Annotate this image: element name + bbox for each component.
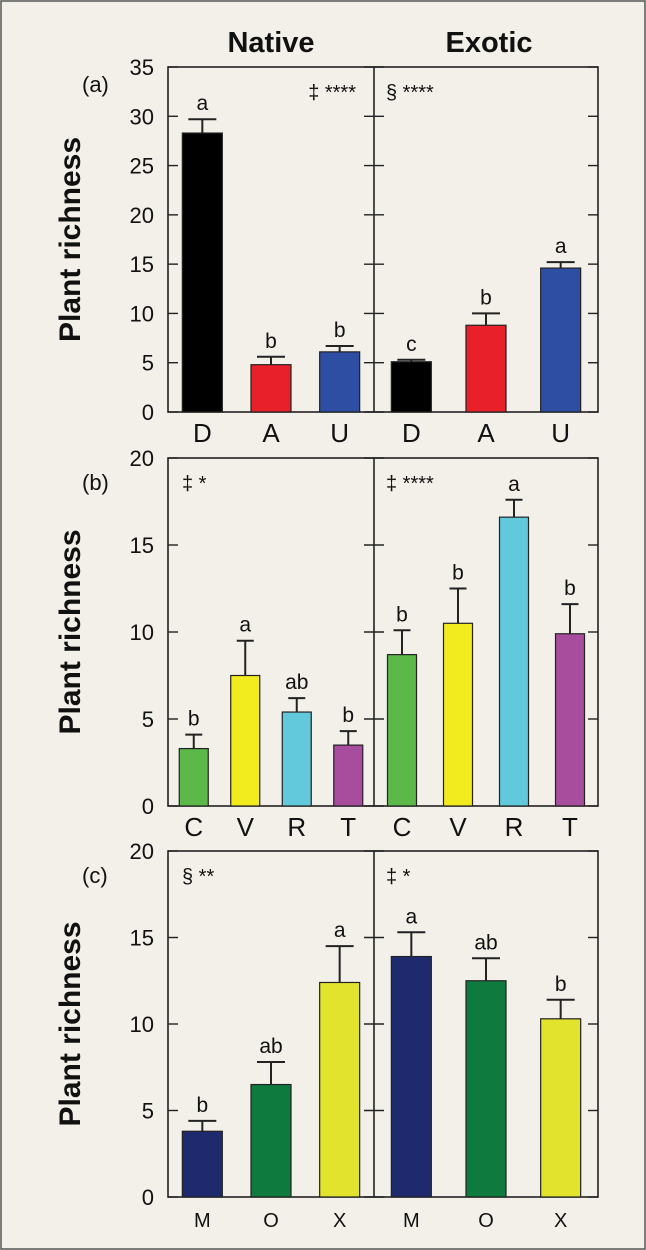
panel-label: (c) bbox=[82, 863, 108, 888]
significance-annotation: ‡ * bbox=[182, 473, 207, 495]
x-tick-label: T bbox=[562, 812, 578, 842]
significance-letter: ab bbox=[474, 931, 497, 954]
y-axis-label: Plant richness bbox=[54, 137, 87, 342]
x-tick-label: R bbox=[287, 812, 306, 842]
y-tick-label: 10 bbox=[130, 1012, 154, 1037]
x-tick-label: A bbox=[262, 418, 280, 448]
bar bbox=[281, 711, 312, 807]
x-tick-label: O bbox=[478, 1210, 494, 1232]
significance-letter: a bbox=[555, 235, 567, 258]
significance-letter: b bbox=[452, 562, 464, 585]
bar bbox=[181, 132, 223, 413]
bar bbox=[442, 622, 474, 807]
y-tick-label: 25 bbox=[130, 154, 154, 179]
bar bbox=[181, 1130, 223, 1198]
x-tick-label: D bbox=[402, 418, 421, 448]
bar bbox=[319, 981, 361, 1198]
significance-letter: ab bbox=[285, 671, 308, 694]
y-tick-label: 15 bbox=[130, 533, 154, 558]
bar bbox=[319, 351, 361, 413]
y-tick-label: 10 bbox=[130, 620, 154, 645]
bar bbox=[540, 1018, 582, 1198]
significance-letter: a bbox=[334, 919, 346, 942]
y-tick-label: 15 bbox=[130, 252, 154, 277]
bar bbox=[498, 516, 530, 807]
y-axis-label: Plant richness bbox=[54, 921, 87, 1126]
x-tick-label: U bbox=[551, 418, 570, 448]
y-tick-label: 20 bbox=[130, 839, 154, 864]
significance-letter: a bbox=[405, 905, 417, 928]
bar bbox=[250, 1083, 292, 1198]
header-exotic: Exotic bbox=[445, 27, 532, 59]
x-tick-label: C bbox=[184, 812, 203, 842]
bar bbox=[178, 747, 209, 807]
significance-letter: a bbox=[196, 92, 208, 115]
significance-annotation: § ** bbox=[182, 866, 214, 888]
significance-annotation: ‡ **** bbox=[308, 82, 356, 104]
significance-letter: b bbox=[196, 1094, 208, 1117]
y-axis-label: Plant richness bbox=[54, 529, 87, 734]
bar bbox=[540, 267, 582, 413]
x-tick-label: O bbox=[263, 1210, 279, 1232]
significance-letter: b bbox=[265, 330, 277, 353]
bar bbox=[554, 633, 586, 807]
significance-letter: ab bbox=[259, 1035, 282, 1058]
x-tick-label: T bbox=[340, 812, 356, 842]
y-tick-label: 0 bbox=[142, 1185, 154, 1210]
y-tick-label: 5 bbox=[142, 707, 154, 732]
panel-label: (b) bbox=[82, 470, 109, 495]
y-tick-label: 10 bbox=[130, 301, 154, 326]
bar bbox=[230, 674, 261, 807]
significance-letter: a bbox=[239, 614, 251, 637]
bar bbox=[465, 980, 507, 1198]
y-tick-label: 35 bbox=[130, 55, 154, 80]
x-tick-label: C bbox=[393, 812, 412, 842]
significance-letter: b bbox=[564, 577, 576, 600]
y-tick-label: 5 bbox=[142, 1099, 154, 1124]
y-tick-label: 0 bbox=[142, 794, 154, 819]
bar bbox=[390, 361, 432, 413]
significance-letter: b bbox=[342, 704, 354, 727]
x-tick-label: M bbox=[194, 1210, 211, 1232]
significance-letter: b bbox=[188, 708, 200, 731]
x-tick-label: R bbox=[505, 812, 524, 842]
y-tick-label: 15 bbox=[130, 926, 154, 951]
significance-annotation: § **** bbox=[386, 82, 434, 104]
y-tick-label: 20 bbox=[130, 446, 154, 471]
x-tick-label: X bbox=[333, 1210, 346, 1232]
x-tick-label: V bbox=[449, 812, 467, 842]
panel-frame bbox=[167, 66, 599, 413]
significance-letter: b bbox=[480, 286, 492, 309]
bar bbox=[390, 955, 432, 1198]
header-native: Native bbox=[227, 27, 314, 59]
y-tick-label: 0 bbox=[142, 400, 154, 425]
bar bbox=[333, 744, 364, 807]
y-tick-label: 30 bbox=[130, 104, 154, 129]
bar bbox=[386, 654, 418, 807]
significance-letter: c bbox=[406, 333, 417, 356]
significance-letter: a bbox=[508, 473, 520, 496]
bar bbox=[465, 324, 507, 413]
significance-letter: b bbox=[555, 973, 567, 996]
x-tick-label: D bbox=[193, 418, 212, 448]
x-tick-label: X bbox=[554, 1210, 567, 1232]
x-tick-label: M bbox=[403, 1210, 420, 1232]
y-tick-label: 20 bbox=[130, 203, 154, 228]
y-tick-label: 5 bbox=[142, 351, 154, 376]
significance-annotation: ‡ * bbox=[386, 866, 411, 888]
significance-letter: b bbox=[334, 319, 346, 342]
significance-annotation: ‡ **** bbox=[386, 473, 434, 495]
bar bbox=[250, 364, 292, 413]
x-tick-label: V bbox=[237, 812, 255, 842]
significance-letter: b bbox=[396, 603, 408, 626]
x-tick-label: A bbox=[477, 418, 495, 448]
x-tick-label: U bbox=[330, 418, 349, 448]
panel-label: (a) bbox=[82, 72, 109, 97]
